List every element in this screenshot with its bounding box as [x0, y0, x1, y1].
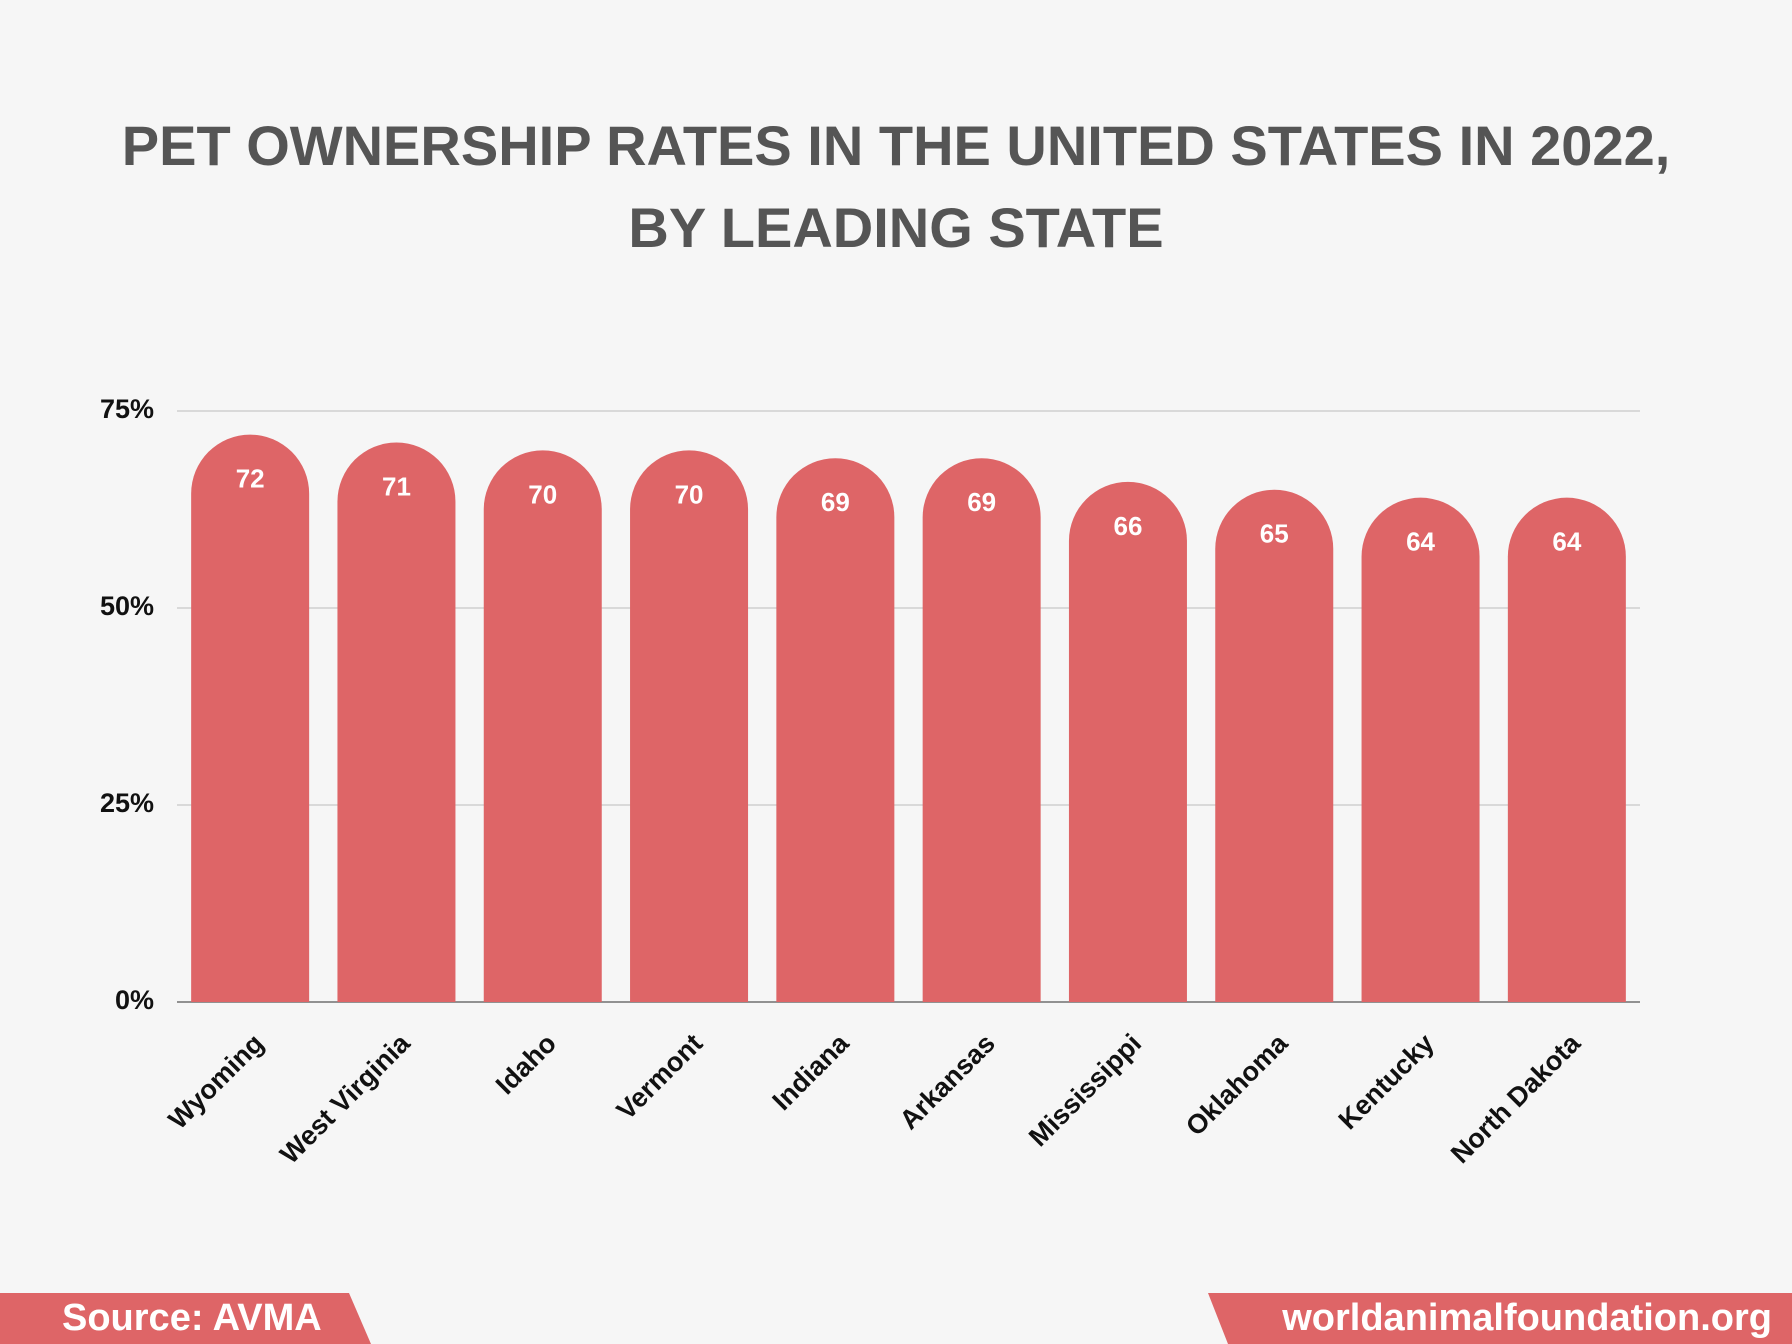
x-tick-label: Arkansas	[894, 1028, 1001, 1135]
value-label: 66	[1113, 511, 1142, 541]
bar	[776, 458, 895, 1002]
y-tick-label: 25%	[100, 788, 154, 818]
bar	[191, 434, 310, 1003]
value-label: 69	[967, 487, 996, 517]
x-tick-label: Oklahoma	[1180, 1027, 1294, 1141]
x-tick-label: West Virginia	[274, 1027, 416, 1169]
value-label: 65	[1260, 519, 1289, 549]
bar	[483, 450, 602, 1002]
x-tick-label: Kentucky	[1333, 1028, 1440, 1135]
x-tick-label: Wyoming	[163, 1028, 270, 1135]
website-banner	[1208, 1293, 1792, 1344]
bar	[1507, 497, 1626, 1002]
bar	[1215, 489, 1334, 1002]
value-label: 70	[528, 479, 557, 509]
bar	[1068, 481, 1187, 1002]
website: worldanimalfoundation.org	[1281, 1297, 1772, 1339]
bar	[922, 458, 1041, 1002]
x-tick-label: Mississippi	[1023, 1028, 1147, 1152]
bar	[1361, 497, 1480, 1002]
value-label: 64	[1406, 527, 1435, 557]
value-label: 72	[236, 464, 265, 494]
chart-title: PET OWNERSHIP RATES IN THE UNITED STATES…	[121, 114, 1671, 259]
y-tick-label: 50%	[100, 591, 154, 621]
bar	[630, 450, 749, 1002]
value-label: 71	[382, 471, 411, 501]
value-label: 70	[675, 479, 704, 509]
x-tick-label: Vermont	[611, 1028, 709, 1126]
x-tick-label: North Dakota	[1445, 1027, 1587, 1169]
x-tick-label: Idaho	[490, 1028, 562, 1100]
y-tick-label: 0%	[115, 985, 154, 1015]
source-banner	[0, 1293, 371, 1344]
y-tick-label: 75%	[100, 394, 154, 424]
value-label: 69	[821, 487, 850, 517]
x-tick-label: Indiana	[767, 1027, 856, 1116]
value-label: 64	[1552, 527, 1581, 557]
source: Source: AVMA	[62, 1297, 322, 1339]
bar	[337, 442, 456, 1002]
